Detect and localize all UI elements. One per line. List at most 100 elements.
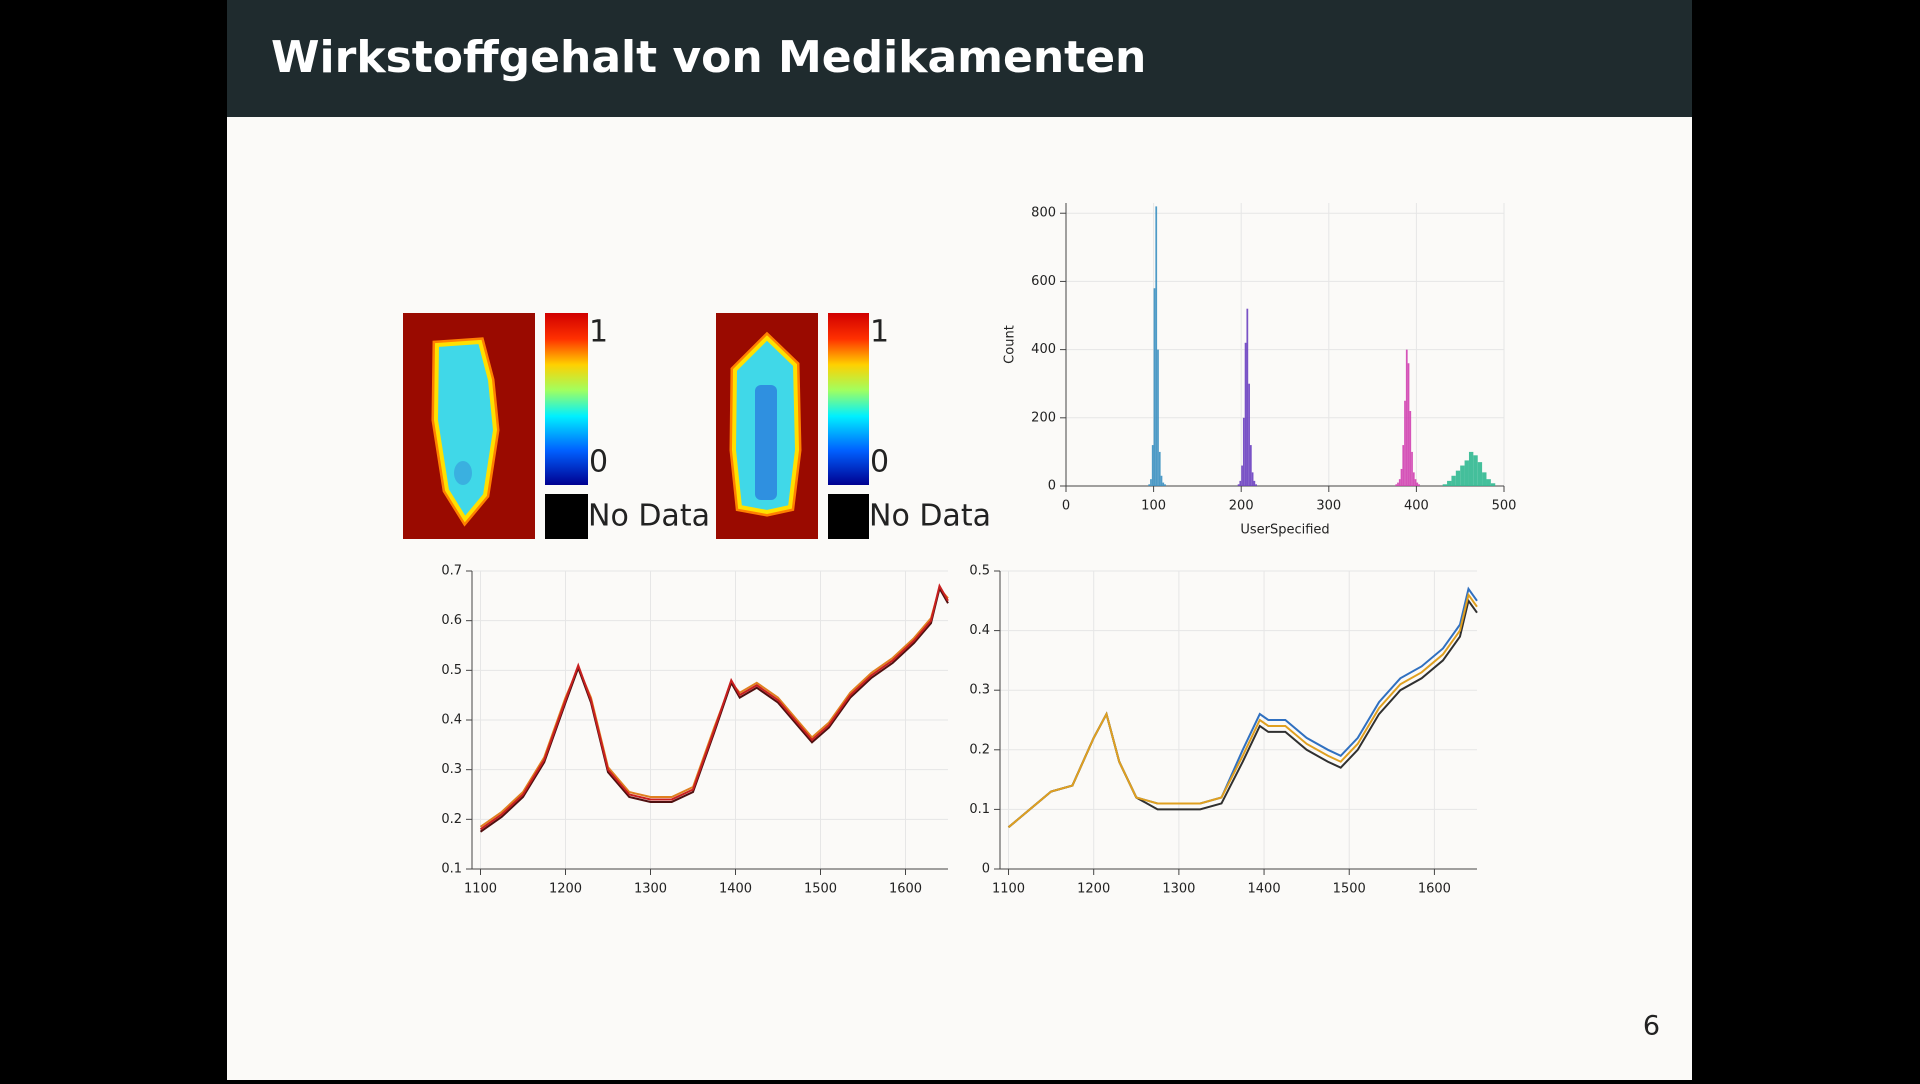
y-tick-label: 0.3 xyxy=(441,762,462,777)
histogram-bar xyxy=(1249,445,1252,486)
y-tick-label: 0.2 xyxy=(441,812,462,827)
histogram-bar xyxy=(1246,308,1249,486)
histogram-bar xyxy=(1402,445,1405,486)
x-tick-label: 1300 xyxy=(1162,882,1195,897)
x-tick-label: 1200 xyxy=(1077,882,1110,897)
histogram-bar xyxy=(1400,468,1403,486)
spectrum-line xyxy=(479,583,949,831)
y-tick-label: 0.1 xyxy=(441,862,462,877)
histogram-bar xyxy=(1464,460,1469,486)
histogram-bar xyxy=(1253,480,1256,486)
x-tick-label: 200 xyxy=(1229,499,1254,514)
y-tick-label: 0.6 xyxy=(441,613,462,628)
x-tick-label: 1400 xyxy=(719,882,752,897)
histogram-bar xyxy=(1486,479,1491,486)
y-tick-label: 0.4 xyxy=(969,623,990,638)
histogram-bar xyxy=(1150,479,1152,486)
histogram-bar xyxy=(1148,484,1151,486)
histogram-bar xyxy=(1153,288,1156,486)
histogram-bar xyxy=(1411,451,1413,486)
histogram-bar xyxy=(1460,465,1465,486)
y-tick-label: 0 xyxy=(982,862,990,877)
no-data-label: No Data xyxy=(588,499,710,534)
title-bar xyxy=(227,0,1692,117)
histogram-bar xyxy=(1164,484,1166,486)
histogram-bar xyxy=(1241,465,1243,486)
colorbar-max: 1 xyxy=(589,315,608,350)
y-tick-label: 0.5 xyxy=(441,663,462,678)
histogram-bar xyxy=(1155,206,1158,486)
histogram-bar xyxy=(1412,472,1415,486)
histogram-bar xyxy=(1398,479,1401,486)
slide-title: Wirkstoffgehalt von Medikamenten xyxy=(271,32,1146,83)
histogram-bar xyxy=(1242,417,1245,486)
y-axis-label: Count xyxy=(1003,325,1018,364)
x-tick-label: 1100 xyxy=(992,882,1025,897)
histogram-bar xyxy=(1239,480,1242,486)
x-tick-label: 1200 xyxy=(549,882,582,897)
histogram-bar xyxy=(1418,484,1420,486)
histogram-bar xyxy=(1405,349,1408,486)
x-tick-label: 1300 xyxy=(634,882,667,897)
histogram-bar xyxy=(1414,479,1417,486)
y-tick-label: 0 xyxy=(1048,479,1056,494)
histogram-bar xyxy=(1404,400,1406,486)
y-tick-label: 400 xyxy=(1031,342,1056,357)
x-tick-label: 1100 xyxy=(464,882,497,897)
histogram-bar xyxy=(1162,482,1165,486)
histogram-bar xyxy=(1416,482,1419,486)
histogram-bar xyxy=(1455,470,1461,486)
x-tick-label: 1600 xyxy=(889,882,922,897)
y-tick-label: 800 xyxy=(1031,206,1056,221)
x-tick-label: 100 xyxy=(1141,499,1166,514)
x-tick-label: 500 xyxy=(1492,499,1517,514)
no-data-label: No Data xyxy=(869,499,991,534)
histogram-bar xyxy=(1473,455,1478,486)
histogram-bar xyxy=(1397,482,1399,486)
y-tick-label: 0.2 xyxy=(969,742,990,757)
x-tick-label: 400 xyxy=(1404,499,1429,514)
colorbar-max: 1 xyxy=(870,315,889,350)
no-data-swatch xyxy=(828,494,869,539)
y-tick-label: 0.5 xyxy=(969,564,990,579)
histogram-bar xyxy=(1442,484,1448,486)
histogram-bar xyxy=(1407,363,1410,486)
y-tick-label: 200 xyxy=(1031,410,1056,425)
y-tick-label: 0.4 xyxy=(441,713,462,728)
y-tick-label: 0.1 xyxy=(969,802,990,817)
histogram-bar xyxy=(1157,349,1159,486)
x-tick-label: 1500 xyxy=(804,882,837,897)
histogram-bar xyxy=(1409,410,1412,486)
histogram-bar xyxy=(1251,472,1254,486)
colorbar-min: 0 xyxy=(589,445,608,480)
histogram-bar xyxy=(1477,462,1483,486)
spectrum-line xyxy=(1007,592,1478,829)
histogram-bar xyxy=(1158,451,1161,486)
page-number: 6 xyxy=(1643,1011,1660,1042)
y-tick-label: 600 xyxy=(1031,274,1056,289)
x-tick-label: 1400 xyxy=(1248,882,1281,897)
no-data-swatch xyxy=(545,494,588,539)
histogram-bar xyxy=(1468,451,1474,486)
slide xyxy=(227,0,1692,1080)
histogram-bar xyxy=(1451,475,1456,486)
histogram-bar xyxy=(1447,480,1452,486)
histogram-bar xyxy=(1237,484,1240,486)
x-tick-label: 300 xyxy=(1316,499,1341,514)
histogram-bar xyxy=(1482,472,1487,486)
colorbar xyxy=(828,313,869,485)
histogram-bar xyxy=(1395,484,1398,486)
y-tick-label: 0.3 xyxy=(969,683,990,698)
colorbar-min: 0 xyxy=(870,445,889,480)
histogram-bar xyxy=(1160,475,1163,486)
y-tick-label: 0.7 xyxy=(441,564,462,579)
histogram-bar xyxy=(1151,445,1154,486)
x-tick-label: 1500 xyxy=(1333,882,1366,897)
x-tick-label: 1600 xyxy=(1418,882,1451,897)
histogram-bar xyxy=(1255,484,1257,486)
x-axis-label: UserSpecified xyxy=(1240,523,1329,538)
histogram-bar xyxy=(1248,383,1250,486)
colorbar xyxy=(545,313,588,485)
